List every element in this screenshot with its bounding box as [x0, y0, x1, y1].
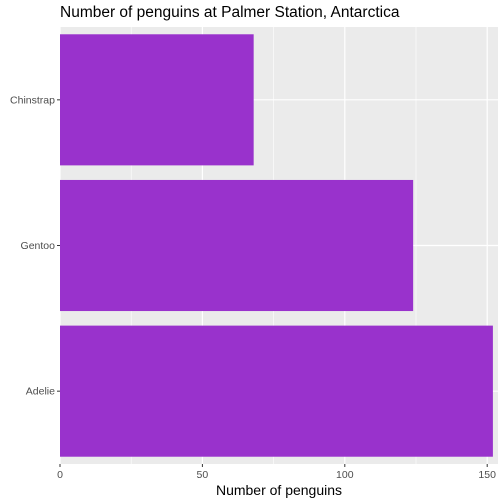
x-tick-label: 0 [57, 469, 63, 481]
bar-chinstrap [60, 34, 254, 166]
y-axis: Adelie Gentoo Chinstrap [10, 94, 60, 398]
y-tick-label: Adelie [26, 386, 55, 398]
bar-gentoo [60, 179, 414, 312]
x-tick-label: 100 [336, 469, 354, 481]
x-tick-label: 50 [197, 469, 209, 481]
x-axis: 0 50 100 150 [57, 464, 496, 481]
chart-title: Number of penguins at Palmer Station, An… [60, 4, 400, 21]
x-tick-label: 150 [478, 469, 496, 481]
bar-adelie [60, 325, 493, 457]
y-tick-label: Gentoo [21, 240, 56, 252]
x-axis-title: Number of penguins [216, 482, 342, 498]
y-tick-label: Chinstrap [10, 94, 55, 106]
bar-group [60, 34, 493, 457]
